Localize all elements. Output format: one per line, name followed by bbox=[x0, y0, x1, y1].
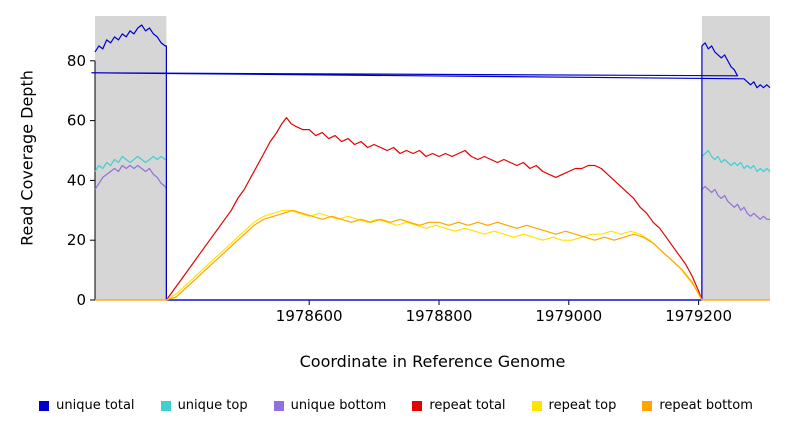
series-unique-total bbox=[91, 24, 771, 301]
legend-swatch bbox=[160, 400, 171, 411]
y-tick-label: 80 bbox=[67, 52, 86, 70]
legend-label: unique top bbox=[177, 398, 248, 413]
legend-item-repeat-bottom: repeat bottom bbox=[642, 398, 753, 413]
y-axis-title: Read Coverage Depth bbox=[17, 70, 37, 246]
legend-swatch bbox=[273, 400, 284, 411]
legend-label: unique bottom bbox=[290, 398, 387, 413]
legend-label: repeat top bbox=[548, 398, 617, 413]
y-tick-label: 60 bbox=[67, 112, 86, 130]
legend-item-unique-bottom: unique bottom bbox=[273, 398, 387, 413]
y-tick-label: 40 bbox=[67, 171, 86, 189]
series-repeat-top bbox=[166, 209, 703, 301]
x-tick-label: 1978600 bbox=[276, 307, 343, 325]
x-axis-title: Coordinate in Reference Genome bbox=[299, 352, 566, 371]
plot-area: 1978600 1978800 1979000 1979200 0 20 40 60 80 bbox=[67, 16, 771, 325]
series-repeat-bottom bbox=[95, 209, 770, 301]
series-repeat-total bbox=[165, 117, 703, 301]
legend-item-unique-total: unique total bbox=[39, 398, 135, 413]
y-tick-label: 0 bbox=[76, 291, 86, 309]
legend-item-repeat-top: repeat top bbox=[531, 398, 617, 413]
legend-label: unique total bbox=[56, 398, 135, 413]
legend-swatch bbox=[531, 400, 542, 411]
masked-region-right bbox=[701, 16, 770, 300]
legend-swatch bbox=[412, 400, 423, 411]
series-unique-top bbox=[94, 149, 771, 301]
legend-label: repeat bottom bbox=[659, 398, 753, 413]
legend-item-repeat-total: repeat total bbox=[412, 398, 506, 413]
x-tick-label: 1979200 bbox=[665, 307, 732, 325]
x-tick-label: 1978800 bbox=[406, 307, 473, 325]
y-tick-label: 20 bbox=[67, 231, 86, 249]
legend-swatch bbox=[642, 400, 653, 411]
x-tick-label: 1979000 bbox=[535, 307, 602, 325]
legend-item-unique-top: unique top bbox=[160, 398, 248, 413]
legend: unique total unique top unique bottom repea… bbox=[0, 398, 792, 413]
legend-swatch bbox=[39, 400, 50, 411]
legend-label: repeat total bbox=[429, 398, 506, 413]
series-unique-bottom bbox=[94, 164, 770, 301]
